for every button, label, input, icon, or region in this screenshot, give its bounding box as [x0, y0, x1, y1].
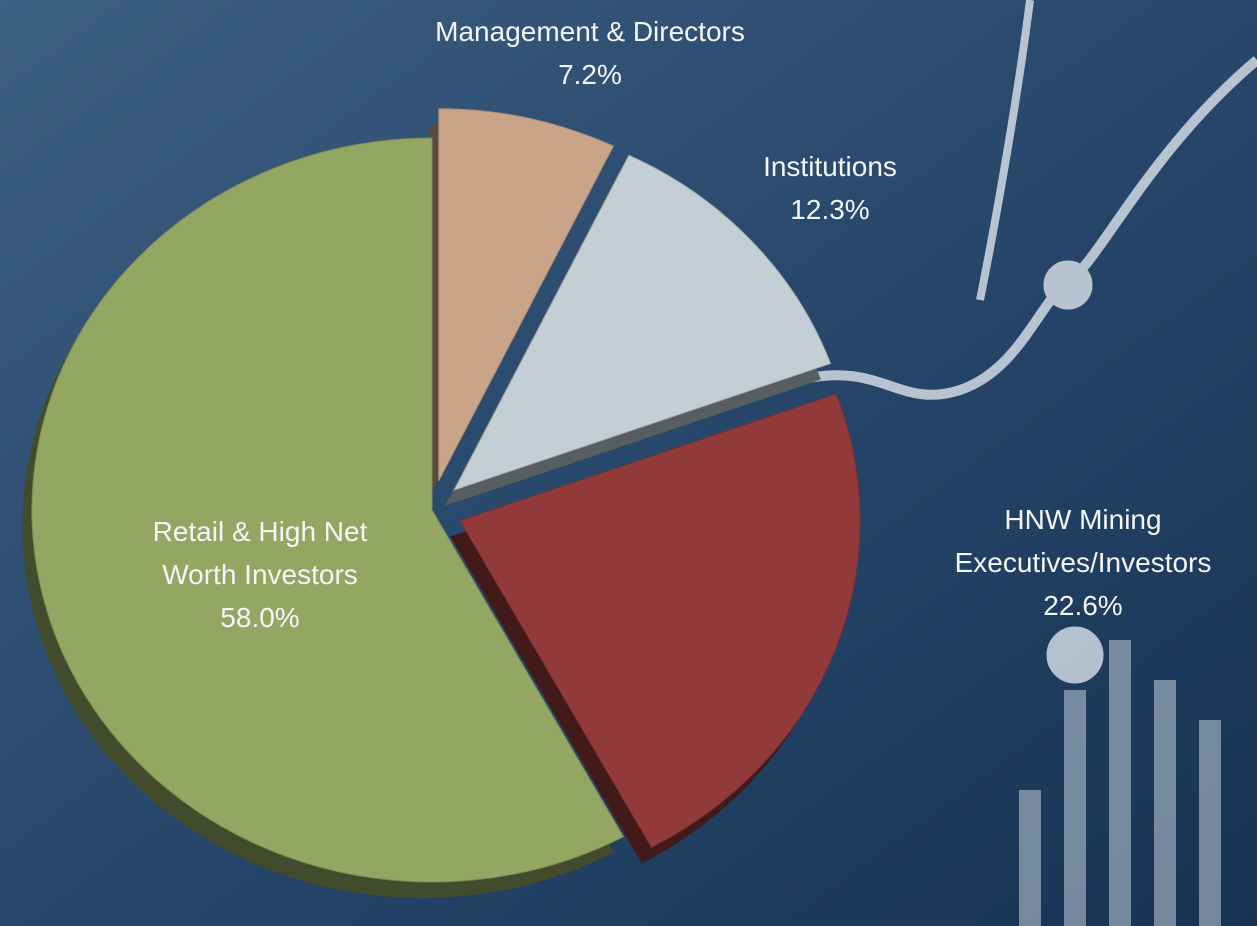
value-label: 7.2% — [558, 59, 622, 90]
category-name: Management & Directors — [435, 16, 745, 47]
value-label: 22.6% — [1043, 590, 1123, 621]
category-name: Retail & High Net Worth Investors — [152, 516, 368, 590]
slice — [453, 154, 832, 491]
decoration — [798, 0, 1257, 926]
slice-label: HNW Mining Executives/Investors 22.6% — [903, 498, 1257, 627]
slice-label: Management & Directors 7.2% — [340, 10, 840, 96]
slice-label: Retail & High Net Worth Investors 58.0% — [140, 510, 380, 639]
slice — [438, 108, 615, 481]
slice — [31, 137, 625, 883]
value-label: 12.3% — [790, 194, 870, 225]
value-label: 58.0% — [220, 602, 300, 633]
category-name: Institutions — [763, 151, 897, 182]
category-name: HNW Mining Executives/Investors — [954, 504, 1212, 578]
slice-label: Institutions 12.3% — [680, 145, 980, 231]
slice — [459, 393, 861, 848]
